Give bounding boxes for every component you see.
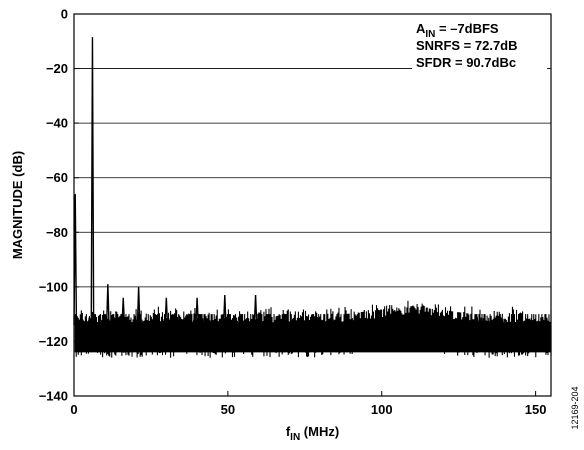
x-axis-ticks: 0 50 100 150 bbox=[70, 391, 546, 417]
annotation-ain: AIN = –7dBFS bbox=[416, 21, 499, 40]
y-tick-label: 0 bbox=[61, 7, 68, 22]
y-tick-label: −80 bbox=[46, 225, 68, 240]
y-tick-label: −20 bbox=[46, 61, 68, 76]
y-tick-label: −100 bbox=[39, 279, 68, 294]
x-tick-label: 0 bbox=[70, 402, 77, 417]
y-tick-label: −120 bbox=[39, 334, 68, 349]
x-tick-label: 100 bbox=[371, 402, 393, 417]
y-tick-label: −60 bbox=[46, 170, 68, 185]
y-axis-title: MAGNITUDE (dB) bbox=[10, 151, 25, 259]
spectrum-spur bbox=[105, 284, 110, 326]
spectrum-spur bbox=[222, 295, 227, 326]
spectrum-spur bbox=[136, 286, 141, 326]
annotation-snrfs: SNRFS = 72.7dB bbox=[416, 38, 518, 53]
y-tick-label: −40 bbox=[46, 116, 68, 131]
noise-floor-line bbox=[74, 315, 552, 343]
x-axis-title: fIN (MHz) bbox=[286, 424, 339, 443]
grid-lines bbox=[74, 68, 551, 342]
spectrum-trace bbox=[73, 37, 552, 358]
x-tick-label: 150 bbox=[525, 402, 547, 417]
y-axis-ticks: 0 −20 −40 −60 −80 −100 −120 −140 bbox=[39, 7, 79, 404]
spectrum-spur bbox=[121, 297, 126, 326]
measurement-annotations: AIN = –7dBFS SNRFS = 72.7dB SFDR = 90.7d… bbox=[412, 18, 547, 74]
figure-id: 12169-204 bbox=[570, 386, 580, 429]
spectrum-spur bbox=[195, 297, 199, 326]
x-axis-title-main: f bbox=[286, 424, 291, 439]
spectrum-spur bbox=[90, 37, 95, 326]
annotation-background bbox=[412, 18, 547, 74]
x-tick-label: 50 bbox=[221, 402, 235, 417]
spectrum-spur bbox=[253, 295, 258, 326]
x-axis-title-unit: (MHz) bbox=[300, 424, 339, 439]
x-axis-title-sub: IN bbox=[290, 432, 300, 443]
annotation-sfdr: SFDR = 90.7dBc bbox=[416, 55, 516, 70]
y-tick-label: −140 bbox=[39, 389, 68, 404]
plot-frame bbox=[73, 13, 552, 397]
spectrum-spur bbox=[164, 297, 169, 326]
